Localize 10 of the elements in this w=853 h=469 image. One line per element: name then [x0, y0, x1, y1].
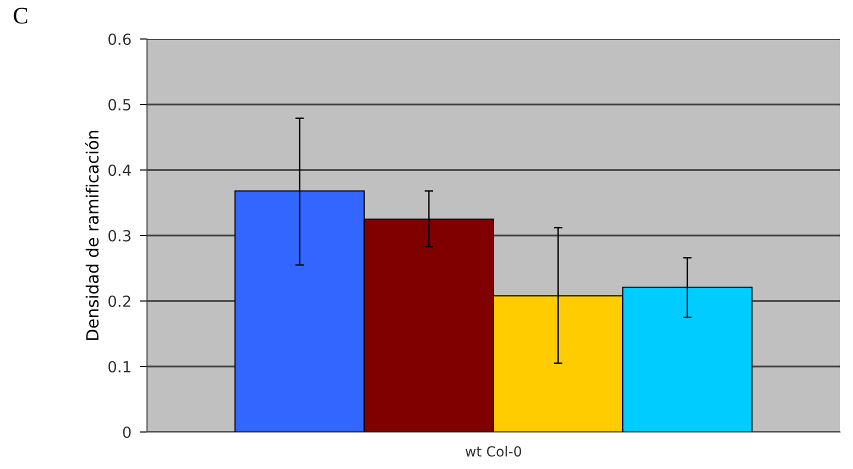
- y-tick-label: 0.4: [108, 164, 131, 176]
- y-tick-label: 0: [123, 426, 131, 438]
- y-tick-label: 0.6: [108, 33, 131, 46]
- x-tick-label: wt Col-0: [466, 446, 522, 457]
- y-tick-label: 0.2: [108, 295, 130, 308]
- y-tick-label: 0.1: [108, 360, 130, 373]
- y-tick-label: 0.5: [108, 98, 130, 111]
- text: C: [14, 8, 28, 24]
- y-axis-title: Densidad de ramificación: [85, 130, 99, 340]
- y-tick-label: 0.3: [108, 230, 130, 242]
